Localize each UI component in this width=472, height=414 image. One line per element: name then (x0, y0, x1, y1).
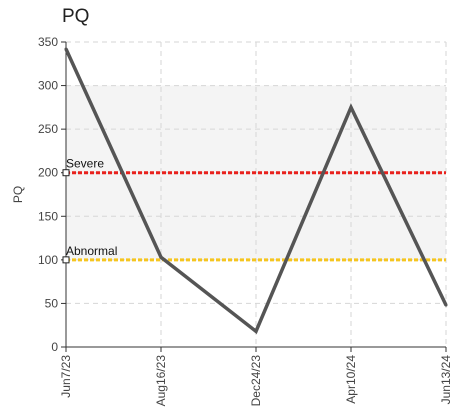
x-tick-label: Apr10/24 (344, 355, 358, 404)
threshold-label: Severe (66, 157, 104, 171)
data-point (349, 105, 353, 109)
threshold-marker (62, 256, 70, 264)
x-tick-label: Jun13/24 (439, 355, 453, 405)
threshold-label: Abnormal (66, 244, 117, 258)
y-tick-label: 300 (38, 79, 58, 93)
threshold-marker (62, 169, 70, 177)
x-tick-label: Jun7/23 (59, 355, 73, 398)
x-tick-label: Aug16/23 (154, 355, 168, 407)
y-axis-label: PQ (11, 186, 25, 203)
data-point (159, 255, 163, 259)
chart-title: PQ (62, 6, 90, 27)
y-tick-label: 100 (38, 253, 58, 267)
y-tick-label: 0 (51, 340, 58, 354)
data-point (254, 329, 258, 333)
data-point (444, 303, 448, 307)
y-tick-label: 250 (38, 122, 58, 136)
y-tick-label: 50 (45, 296, 59, 310)
y-tick-label: 200 (38, 166, 58, 180)
data-point (64, 47, 68, 51)
y-tick-label: 350 (38, 35, 58, 49)
x-tick-label: Dec24/23 (249, 355, 263, 407)
y-tick-label: 150 (38, 209, 58, 223)
